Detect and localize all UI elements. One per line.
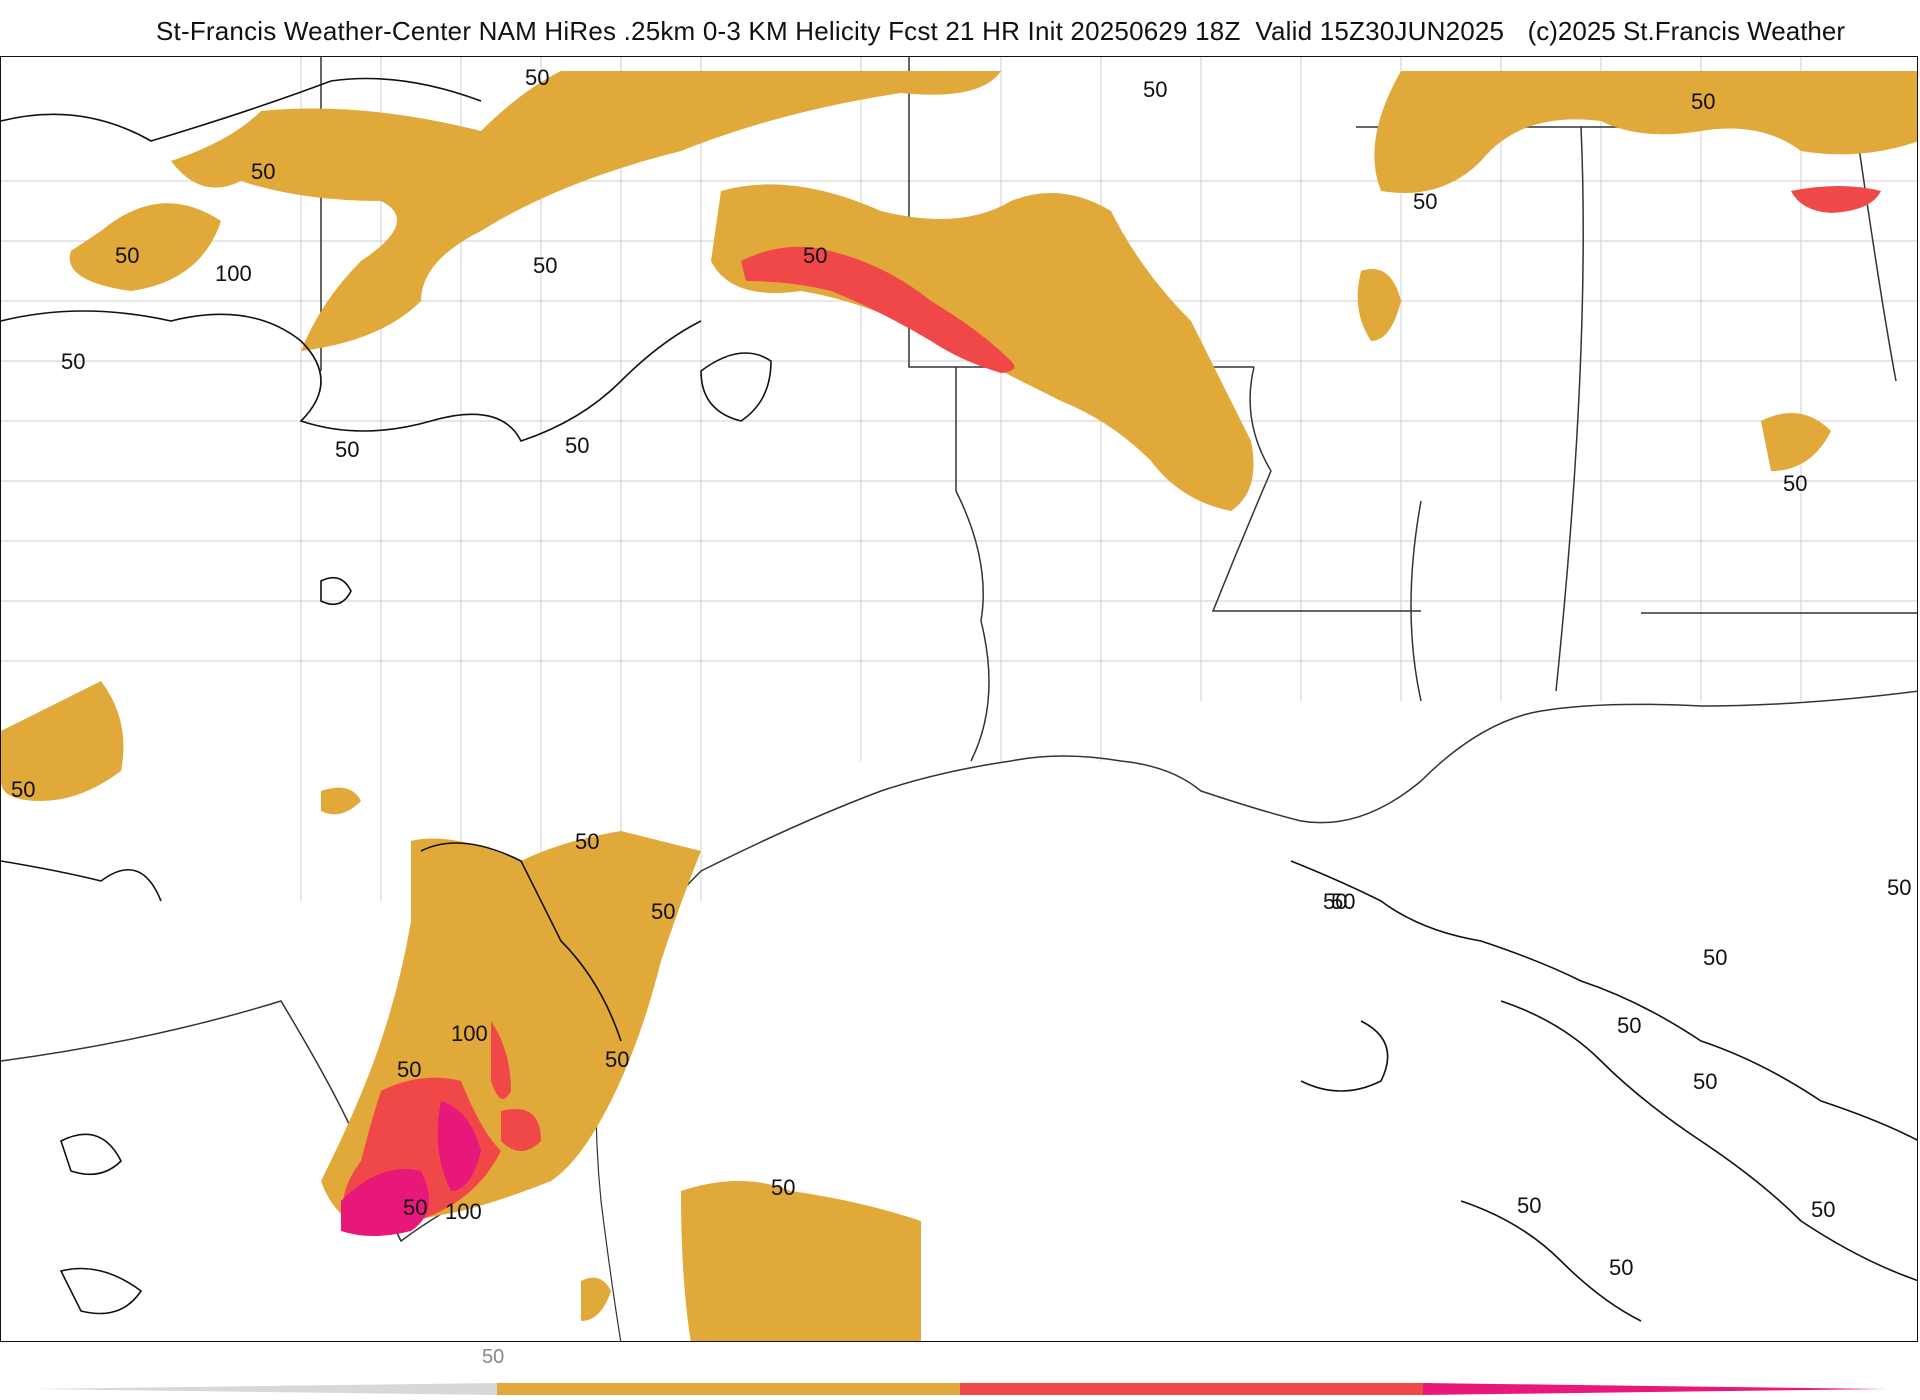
contour-label: 50: [61, 349, 85, 374]
contour-label: 100: [215, 261, 252, 286]
map-title: St-Francis Weather-Center NAM HiRes .25k…: [156, 16, 1505, 46]
contour-label: 50: [115, 243, 139, 268]
contour-label: 50: [335, 437, 359, 462]
helicity-contours: [1, 77, 1917, 1322]
map-panel: 50 50 50 100 50 50 50 50 50 50 50 50 50 …: [0, 56, 1918, 1342]
colorbar-below-50: [34, 1383, 497, 1395]
contour-label: 50: [1703, 945, 1727, 970]
colorbar-band-150-plus: [1423, 1383, 1886, 1395]
contour-label: 50: [1783, 471, 1807, 496]
contour-label: 50: [1517, 1193, 1541, 1218]
contour-label: 50: [1323, 889, 1347, 914]
contour-label: 50: [1617, 1013, 1641, 1038]
state-borders: [320, 57, 1917, 762]
contour-label: 50: [1811, 1197, 1835, 1222]
colorbar-band-100-150: [960, 1383, 1423, 1395]
contour-label: 50: [651, 899, 675, 924]
contour-label: 50: [1609, 1255, 1633, 1280]
contour-label: 50: [1143, 77, 1167, 102]
helicity-150-plus: [341, 1101, 481, 1236]
helicity-50-100: [1, 71, 1917, 1341]
colorbar-tick-label: 50: [482, 1346, 505, 1368]
contour-label: 50: [575, 829, 599, 854]
contour-label: 50: [803, 243, 827, 268]
contour-label: 50: [1693, 1069, 1717, 1094]
contour-label: 50: [403, 1195, 427, 1220]
contour-label: 50: [533, 253, 557, 278]
contour-label: 50: [605, 1047, 629, 1072]
title-bar: St-Francis Weather-Center NAM HiRes .25k…: [0, 0, 1920, 56]
contour-labels: 50 50 50 100 50 50 50 50 50 50 50 50 50 …: [11, 65, 1911, 1280]
contour-label: 50: [771, 1175, 795, 1200]
copyright-text: (c)2025 St.Francis Weather: [1527, 16, 1845, 46]
contour-label: 100: [445, 1199, 482, 1224]
contour-label: 50: [1413, 189, 1437, 214]
contour-label: 50: [251, 159, 275, 184]
contour-label: 50: [397, 1057, 421, 1082]
coastline: [1, 690, 1917, 1243]
colorbar: [34, 1383, 1886, 1395]
colorbar-band-50-100: [497, 1383, 960, 1395]
contour-label: 50: [525, 65, 549, 90]
contour-label: 50: [1691, 89, 1715, 114]
contour-label: 50: [565, 433, 589, 458]
contour-label: 100: [451, 1021, 488, 1046]
contour-label: 50: [11, 777, 35, 802]
helicity-map: 50 50 50 100 50 50 50 50 50 50 50 50 50 …: [1, 57, 1917, 1341]
contour-label: 50: [1887, 875, 1911, 900]
contour-label: 50: [1331, 889, 1355, 914]
